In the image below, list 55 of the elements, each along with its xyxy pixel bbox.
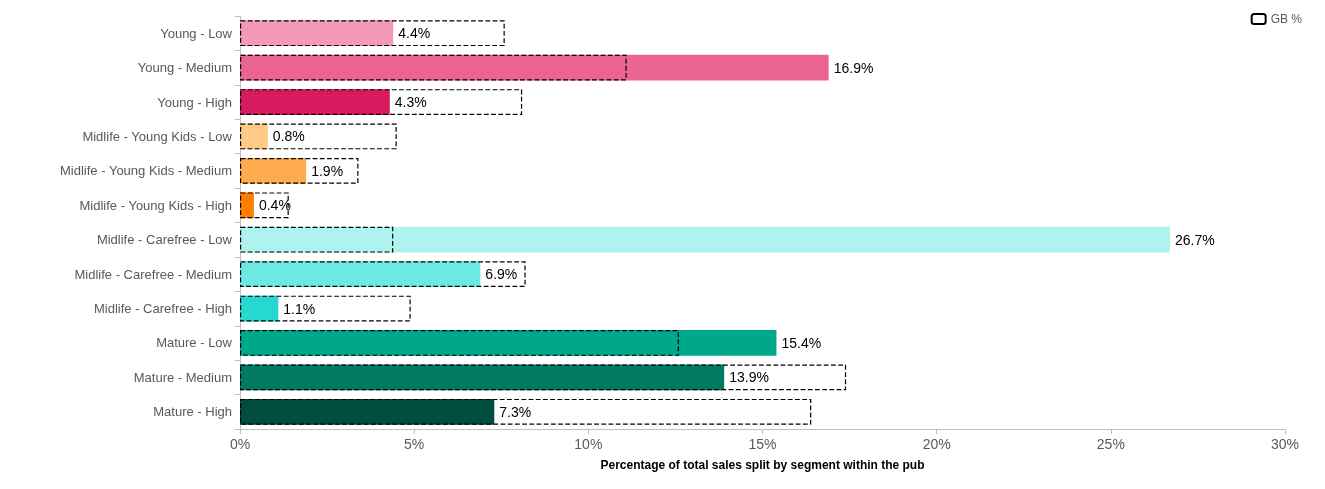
data-label: 0.4% <box>258 197 291 214</box>
y-tick-label: Young - Medium <box>137 60 232 76</box>
data-label: 26.7% <box>1175 231 1215 248</box>
data-label: 7.3% <box>499 403 532 420</box>
data-label: 0.8% <box>272 128 305 145</box>
x-tick-label: 15% <box>748 436 777 452</box>
bar <box>240 364 725 391</box>
bar <box>240 398 495 425</box>
x-tick-label: 10% <box>574 436 603 452</box>
x-tick-label: 0% <box>229 436 251 452</box>
bar <box>240 226 394 253</box>
x-tick-label: 5% <box>404 436 425 452</box>
data-label: 1.9% <box>311 162 344 179</box>
y-tick-label: Mature - Medium <box>133 369 232 385</box>
bar <box>240 54 829 81</box>
bar <box>240 398 812 425</box>
y-tick-label: Midlife - Carefree - Low <box>96 232 233 248</box>
x-tick-label: 30% <box>1270 436 1300 452</box>
legend-label: GB % <box>1270 12 1303 26</box>
data-label: 16.9% <box>833 59 874 76</box>
bar <box>240 54 627 81</box>
bar <box>240 226 1171 253</box>
bar <box>240 123 397 150</box>
bar <box>240 89 523 115</box>
data-label: 6.9% <box>485 266 518 283</box>
y-tick-label: Midlife - Carefree - Medium <box>74 266 232 282</box>
bar <box>240 157 307 184</box>
y-tick-label: Midlife - Young Kids - High <box>79 197 232 213</box>
bar <box>240 261 526 288</box>
x-axis-title: Percentage of total sales split by segment within the pub <box>600 458 925 472</box>
y-tick-label: Midlife - Young Kids - Low <box>82 128 233 144</box>
bar <box>240 20 394 47</box>
data-label: 1.1% <box>283 300 316 317</box>
y-tick-label: Midlife - Young Kids - Medium <box>60 163 232 179</box>
bar <box>240 364 847 391</box>
y-tick-label: Young - Low <box>160 25 233 41</box>
data-label: 4.3% <box>394 94 427 111</box>
bar <box>240 157 359 184</box>
bar <box>240 330 777 356</box>
bar <box>240 123 268 150</box>
y-tick-label: Mature - Low <box>156 335 233 351</box>
bar <box>240 261 481 288</box>
y-tick-label: Young - High <box>157 94 232 110</box>
bar <box>240 20 505 47</box>
data-label: 4.4% <box>398 25 431 42</box>
bar <box>240 89 390 115</box>
data-label: 15.4% <box>781 334 822 351</box>
bar <box>240 192 289 219</box>
y-tick-label: Mature - High <box>153 404 232 420</box>
x-tick-label: 25% <box>1096 436 1125 452</box>
y-tick-label: Midlife - Carefree - High <box>94 301 232 317</box>
data-label: 13.9% <box>729 369 769 386</box>
x-tick-label: 20% <box>922 436 951 452</box>
bar <box>240 295 411 322</box>
bar <box>240 330 679 356</box>
